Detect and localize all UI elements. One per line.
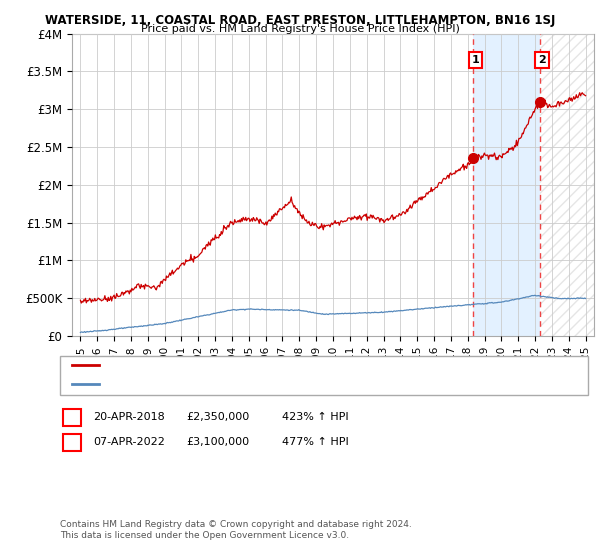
Text: WATERSIDE, 11, COASTAL ROAD, EAST PRESTON, LITTLEHAMPTON, BN16 1SJ (detached: WATERSIDE, 11, COASTAL ROAD, EAST PRESTO… [105, 360, 533, 370]
Text: 1: 1 [472, 55, 479, 65]
Text: £2,350,000: £2,350,000 [186, 412, 249, 422]
Text: 2: 2 [68, 437, 76, 447]
Text: 20-APR-2018: 20-APR-2018 [93, 412, 165, 422]
Text: 423% ↑ HPI: 423% ↑ HPI [282, 412, 349, 422]
Bar [473, 34, 539, 336]
Text: 477% ↑ HPI: 477% ↑ HPI [282, 437, 349, 447]
Text: HPI: Average price, detached house, Arun: HPI: Average price, detached house, Arun [105, 379, 309, 389]
Text: £3,100,000: £3,100,000 [186, 437, 249, 447]
Text: Contains HM Land Registry data © Crown copyright and database right 2024.: Contains HM Land Registry data © Crown c… [60, 520, 412, 529]
Text: 2: 2 [538, 55, 546, 65]
Text: WATERSIDE, 11, COASTAL ROAD, EAST PRESTON, LITTLEHAMPTON, BN16 1SJ: WATERSIDE, 11, COASTAL ROAD, EAST PRESTO… [45, 14, 555, 27]
Text: 07-APR-2022: 07-APR-2022 [93, 437, 165, 447]
Bar [539, 34, 594, 336]
Text: Price paid vs. HM Land Registry's House Price Index (HPI): Price paid vs. HM Land Registry's House … [140, 24, 460, 34]
Text: 1: 1 [68, 412, 76, 422]
Text: This data is licensed under the Open Government Licence v3.0.: This data is licensed under the Open Gov… [60, 531, 349, 540]
